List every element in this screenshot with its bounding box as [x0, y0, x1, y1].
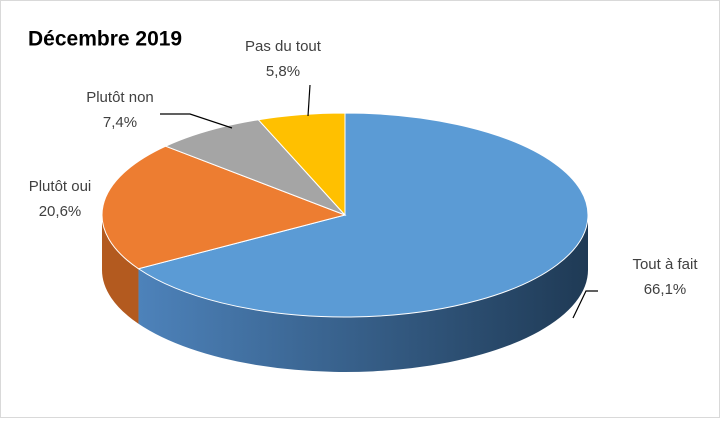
leader-line: [572, 290, 598, 319]
slice-side: [102, 215, 139, 324]
slice-label: Plutôt non: [86, 89, 154, 106]
chart-title: Décembre 2019: [28, 28, 182, 51]
slice: [164, 119, 346, 216]
slice-value-label: 5,8%: [266, 63, 300, 80]
slice-value-label: 7,4%: [103, 114, 137, 131]
leader-line: [160, 113, 233, 129]
slice: [101, 145, 347, 270]
leader-line: [307, 84, 311, 117]
slice-label: Plutôt oui: [29, 178, 92, 195]
slice-value-label: 66,1%: [644, 281, 687, 298]
slice-label: Tout à fait: [632, 256, 698, 273]
slice-label: Pas du tout: [245, 38, 322, 55]
slice: [257, 112, 346, 217]
slice: [137, 112, 589, 318]
slice-side: [138, 215, 589, 372]
slice-value-label: 20,6%: [39, 203, 82, 220]
